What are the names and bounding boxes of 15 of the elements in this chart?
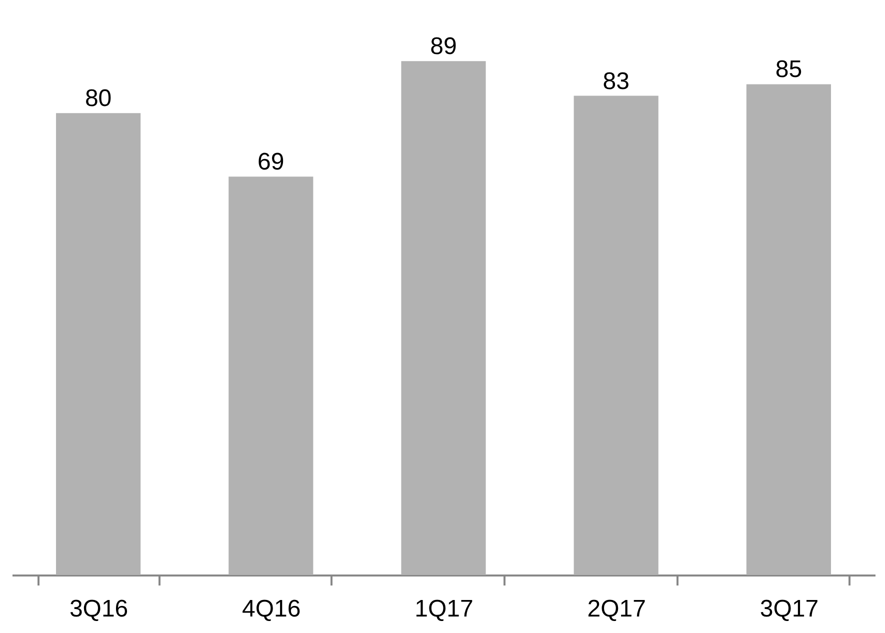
x-tick-label: 2Q17: [587, 596, 646, 622]
bar: [746, 84, 831, 575]
x-tick-label: 3Q17: [760, 596, 819, 622]
data-label: 80: [84, 85, 112, 112]
bar: [228, 176, 314, 575]
data-label: 69: [258, 148, 284, 176]
data-label: 83: [602, 68, 630, 95]
data-label: 89: [430, 33, 457, 60]
x-tick-label: 1Q17: [414, 596, 474, 622]
bar: [401, 61, 486, 575]
x-tick-label: 4Q16: [242, 596, 301, 622]
x-tick-label: 3Q16: [69, 596, 128, 622]
bar: [574, 96, 658, 575]
bar: [56, 113, 141, 575]
data-label: 85: [775, 56, 802, 84]
